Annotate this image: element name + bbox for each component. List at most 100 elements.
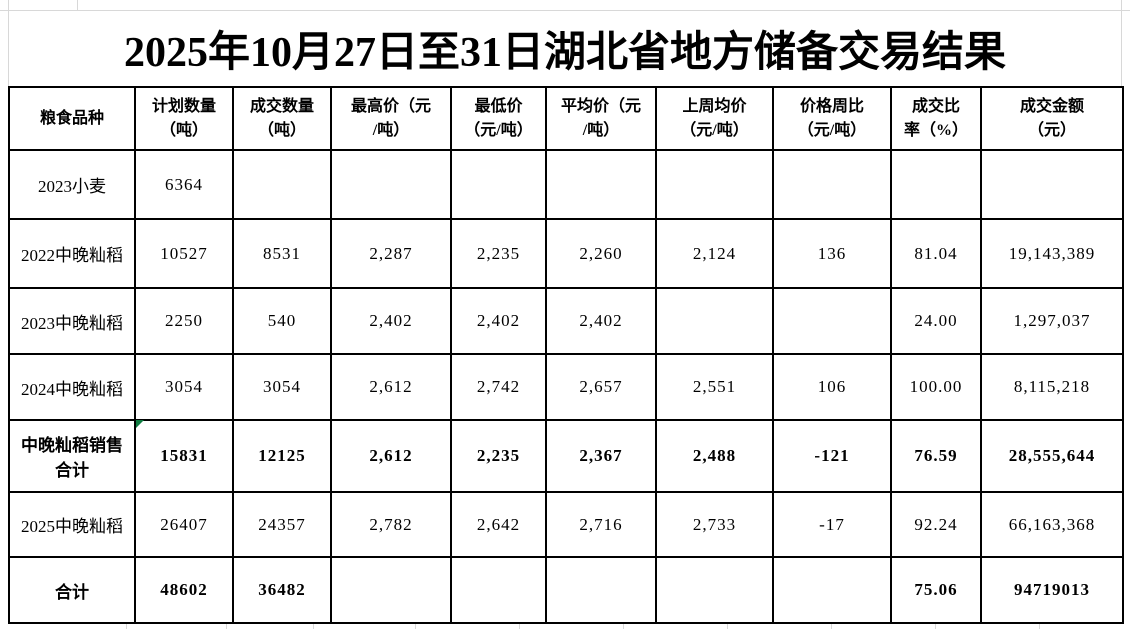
grid-line [226, 622, 227, 629]
cell-3-3[interactable]: 2,612 [330, 353, 452, 421]
cell-1-1[interactable]: 10527 [134, 218, 234, 289]
cell-3-0[interactable]: 2024中晚籼稻 [8, 353, 136, 421]
cell-0-1[interactable]: 6364 [134, 149, 234, 220]
cell-4-1[interactable]: 15831 [134, 419, 234, 493]
header-row: 粮食品种 计划数量 （吨） 成交数量 （吨） 最高价（元 /吨） 最低价 （元/吨） 平均… [8, 86, 1124, 151]
cell-1-6[interactable]: 2,124 [655, 218, 774, 289]
grid-line [0, 10, 1130, 11]
cell-0-3[interactable] [330, 149, 452, 220]
column-header-7[interactable]: 价格周比 （元/吨） [772, 86, 892, 151]
cell-1-8[interactable]: 81.04 [890, 218, 982, 289]
column-header-9[interactable]: 成交金额 （元） [980, 86, 1124, 151]
cell-2-6[interactable] [655, 287, 774, 355]
cell-5-9[interactable]: 66,163,368 [980, 491, 1124, 558]
cell-3-1[interactable]: 3054 [134, 353, 234, 421]
cell-4-7[interactable]: -121 [772, 419, 892, 493]
cell-4-8[interactable]: 76.59 [890, 419, 982, 493]
cell-5-3[interactable]: 2,782 [330, 491, 452, 558]
cell-1-5[interactable]: 2,260 [545, 218, 657, 289]
cell-3-8[interactable]: 100.00 [890, 353, 982, 421]
cell-1-0[interactable]: 2022中晚籼稻 [8, 218, 136, 289]
cell-5-4[interactable]: 2,642 [450, 491, 547, 558]
cell-1-4[interactable]: 2,235 [450, 218, 547, 289]
cell-1-7[interactable]: 136 [772, 218, 892, 289]
column-header-1[interactable]: 计划数量 （吨） [134, 86, 234, 151]
cell-2-4[interactable]: 2,402 [450, 287, 547, 355]
cell-6-6[interactable] [655, 556, 774, 624]
cell-1-2[interactable]: 8531 [232, 218, 332, 289]
column-header-3[interactable]: 最高价（元 /吨） [330, 86, 452, 151]
cell-3-2[interactable]: 3054 [232, 353, 332, 421]
cell-2-3[interactable]: 2,402 [330, 287, 452, 355]
cell-4-9[interactable]: 28,555,644 [980, 419, 1124, 493]
column-header-6[interactable]: 上周均价 （元/吨） [655, 86, 774, 151]
cell-2-1[interactable]: 2250 [134, 287, 234, 355]
cell-3-7[interactable]: 106 [772, 353, 892, 421]
cell-5-6[interactable]: 2,733 [655, 491, 774, 558]
cell-4-2[interactable]: 12125 [232, 419, 332, 493]
table-row-6: 合计 48602 36482 75.06 94719013 [8, 556, 1124, 624]
grid-line [313, 622, 314, 629]
cell-0-6[interactable] [655, 149, 774, 220]
column-header-2[interactable]: 成交数量 （吨） [232, 86, 332, 151]
results-table: 粮食品种 计划数量 （吨） 成交数量 （吨） 最高价（元 /吨） 最低价 （元/吨） 平均… [8, 86, 1124, 624]
cell-5-0[interactable]: 2025中晚籼稻 [8, 491, 136, 558]
page-title: 2025年10月27日至31日湖北省地方储备交易结果 [123, 29, 1006, 76]
column-header-5[interactable]: 平均价（元 /吨） [545, 86, 657, 151]
cell-1-3[interactable]: 2,287 [330, 218, 452, 289]
table-body: 2023小麦 6364 2022中晚籼稻 10527 8531 2,287 2,235 2,2… [8, 149, 1124, 624]
cell-6-2[interactable]: 36482 [232, 556, 332, 624]
cell-5-2[interactable]: 24357 [232, 491, 332, 558]
cell-3-4[interactable]: 2,742 [450, 353, 547, 421]
cell-5-7[interactable]: -17 [772, 491, 892, 558]
cell-5-8[interactable]: 92.24 [890, 491, 982, 558]
grid-line [727, 622, 728, 629]
cell-6-3[interactable] [330, 556, 452, 624]
column-header-0[interactable]: 粮食品种 [8, 86, 136, 151]
cell-4-4[interactable]: 2,235 [450, 419, 547, 493]
cell-2-5[interactable]: 2,402 [545, 287, 657, 355]
grid-line [8, 10, 9, 86]
cell-5-1[interactable]: 26407 [134, 491, 234, 558]
cell-0-2[interactable] [232, 149, 332, 220]
grid-line [831, 622, 832, 629]
cell-6-9[interactable]: 94719013 [980, 556, 1124, 624]
cell-6-4[interactable] [450, 556, 547, 624]
column-header-8[interactable]: 成交比 率（%） [890, 86, 982, 151]
cell-3-5[interactable]: 2,657 [545, 353, 657, 421]
cell-6-5[interactable] [545, 556, 657, 624]
cell-5-5[interactable]: 2,716 [545, 491, 657, 558]
cell-0-7[interactable] [772, 149, 892, 220]
cell-6-1[interactable]: 48602 [134, 556, 234, 624]
cell-0-8[interactable] [890, 149, 982, 220]
cell-2-7[interactable] [772, 287, 892, 355]
cell-0-5[interactable] [545, 149, 657, 220]
grid-line [1121, 0, 1122, 86]
cell-6-7[interactable] [772, 556, 892, 624]
table-header: 粮食品种 计划数量 （吨） 成交数量 （吨） 最高价（元 /吨） 最低价 （元/吨） 平均… [8, 86, 1124, 151]
cell-2-0[interactable]: 2023中晚籼稻 [8, 287, 136, 355]
column-header-4[interactable]: 最低价 （元/吨） [450, 86, 547, 151]
grid-line [8, 0, 9, 10]
grid-line [126, 622, 127, 629]
cell-2-2[interactable]: 540 [232, 287, 332, 355]
cell-3-9[interactable]: 8,115,218 [980, 353, 1124, 421]
cell-3-6[interactable]: 2,551 [655, 353, 774, 421]
cell-0-0[interactable]: 2023小麦 [8, 149, 136, 220]
cell-4-3[interactable]: 2,612 [330, 419, 452, 493]
grid-line [519, 622, 520, 629]
cell-4-6[interactable]: 2,488 [655, 419, 774, 493]
cell-6-0[interactable]: 合计 [8, 556, 136, 624]
cell-0-4[interactable] [450, 149, 547, 220]
grid-line [623, 622, 624, 629]
table-row-1: 2022中晚籼稻 10527 8531 2,287 2,235 2,260 2,124 136… [8, 218, 1124, 289]
cell-0-9[interactable] [980, 149, 1124, 220]
cell-4-0[interactable]: 中晚籼稻销售 合计 [8, 419, 136, 493]
cell-1-9[interactable]: 19,143,389 [980, 218, 1124, 289]
cell-6-8[interactable]: 75.06 [890, 556, 982, 624]
cell-2-9[interactable]: 1,297,037 [980, 287, 1124, 355]
cell-2-8[interactable]: 24.00 [890, 287, 982, 355]
cell-4-5[interactable]: 2,367 [545, 419, 657, 493]
grid-line [1039, 622, 1040, 629]
